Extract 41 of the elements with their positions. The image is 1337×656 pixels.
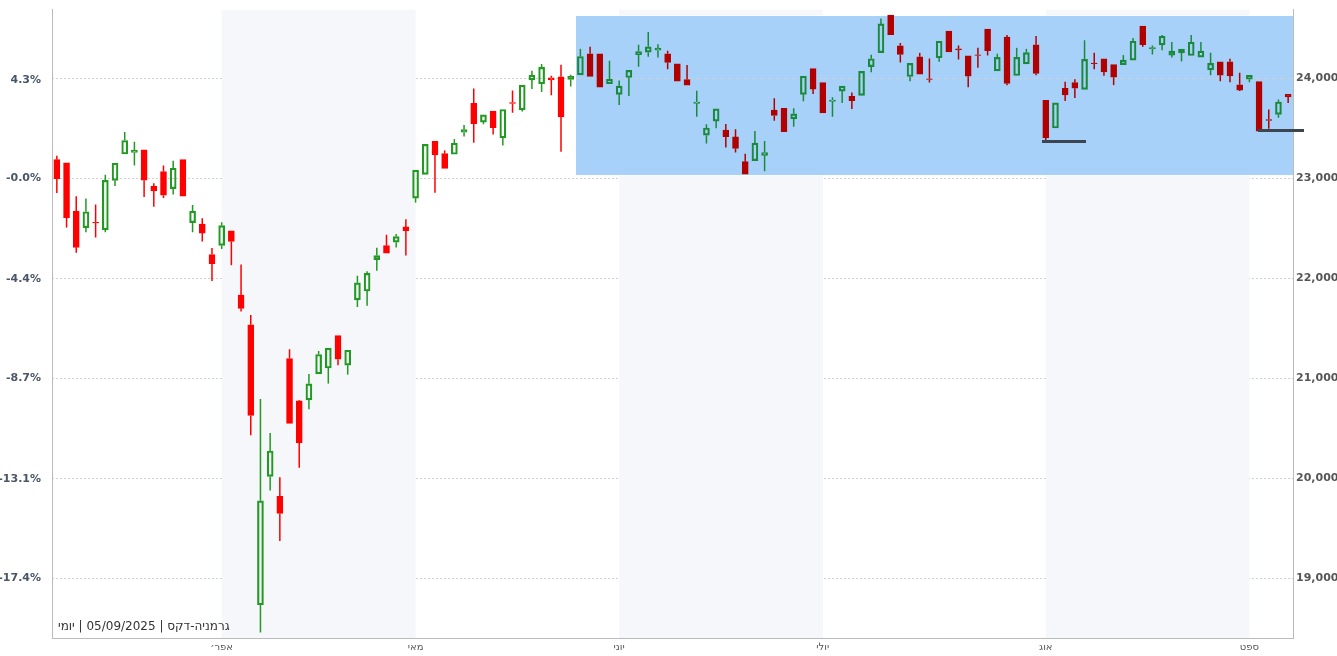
candlestick bbox=[72, 195, 80, 254]
x-tick-label: יוני bbox=[613, 640, 625, 652]
candlestick bbox=[1061, 81, 1069, 102]
annotation: גרמניה-דקס | 05/09/2025 | יומי bbox=[58, 619, 230, 633]
candlestick bbox=[92, 203, 99, 239]
x-tick-label: אפר׳ bbox=[210, 640, 234, 652]
candlestick bbox=[722, 123, 730, 149]
candlestick bbox=[470, 87, 478, 144]
x-tick-label: מאי bbox=[407, 640, 424, 652]
candlestick bbox=[208, 247, 216, 282]
y2-tick-label: -4.4% bbox=[5, 272, 41, 286]
candlestick bbox=[557, 63, 565, 153]
candlestick bbox=[1042, 99, 1050, 142]
candlestick bbox=[247, 314, 255, 437]
candlestick bbox=[1100, 58, 1108, 77]
y2-tick-label: -8.7% bbox=[5, 371, 41, 385]
candlestick bbox=[1032, 35, 1040, 76]
candlestick bbox=[334, 335, 342, 366]
x-tick-label: ספט bbox=[1239, 640, 1259, 652]
candlestick bbox=[964, 55, 972, 88]
candlestick bbox=[741, 152, 749, 175]
candlestick bbox=[53, 154, 61, 194]
candlestick bbox=[586, 46, 594, 77]
x-tick-label: יולי bbox=[816, 640, 830, 652]
candlestick bbox=[237, 263, 245, 313]
candlestick bbox=[1071, 78, 1079, 99]
y2-tick-label: 4.3% bbox=[10, 72, 41, 86]
candlestick bbox=[1284, 93, 1292, 104]
candlestick bbox=[431, 140, 439, 194]
candlestick bbox=[848, 91, 856, 110]
candlestick bbox=[140, 149, 148, 198]
x-tick-label: אוג bbox=[1039, 640, 1053, 652]
y2-tick-label: -0.0% bbox=[5, 171, 41, 185]
candlestick bbox=[489, 110, 497, 136]
candlestick bbox=[809, 68, 817, 95]
candlestick bbox=[295, 400, 303, 469]
candlestick bbox=[1090, 52, 1098, 71]
candlestick bbox=[1003, 34, 1011, 86]
candlestick bbox=[1226, 58, 1234, 83]
candlestick bbox=[276, 476, 284, 542]
candlestick bbox=[683, 64, 691, 86]
